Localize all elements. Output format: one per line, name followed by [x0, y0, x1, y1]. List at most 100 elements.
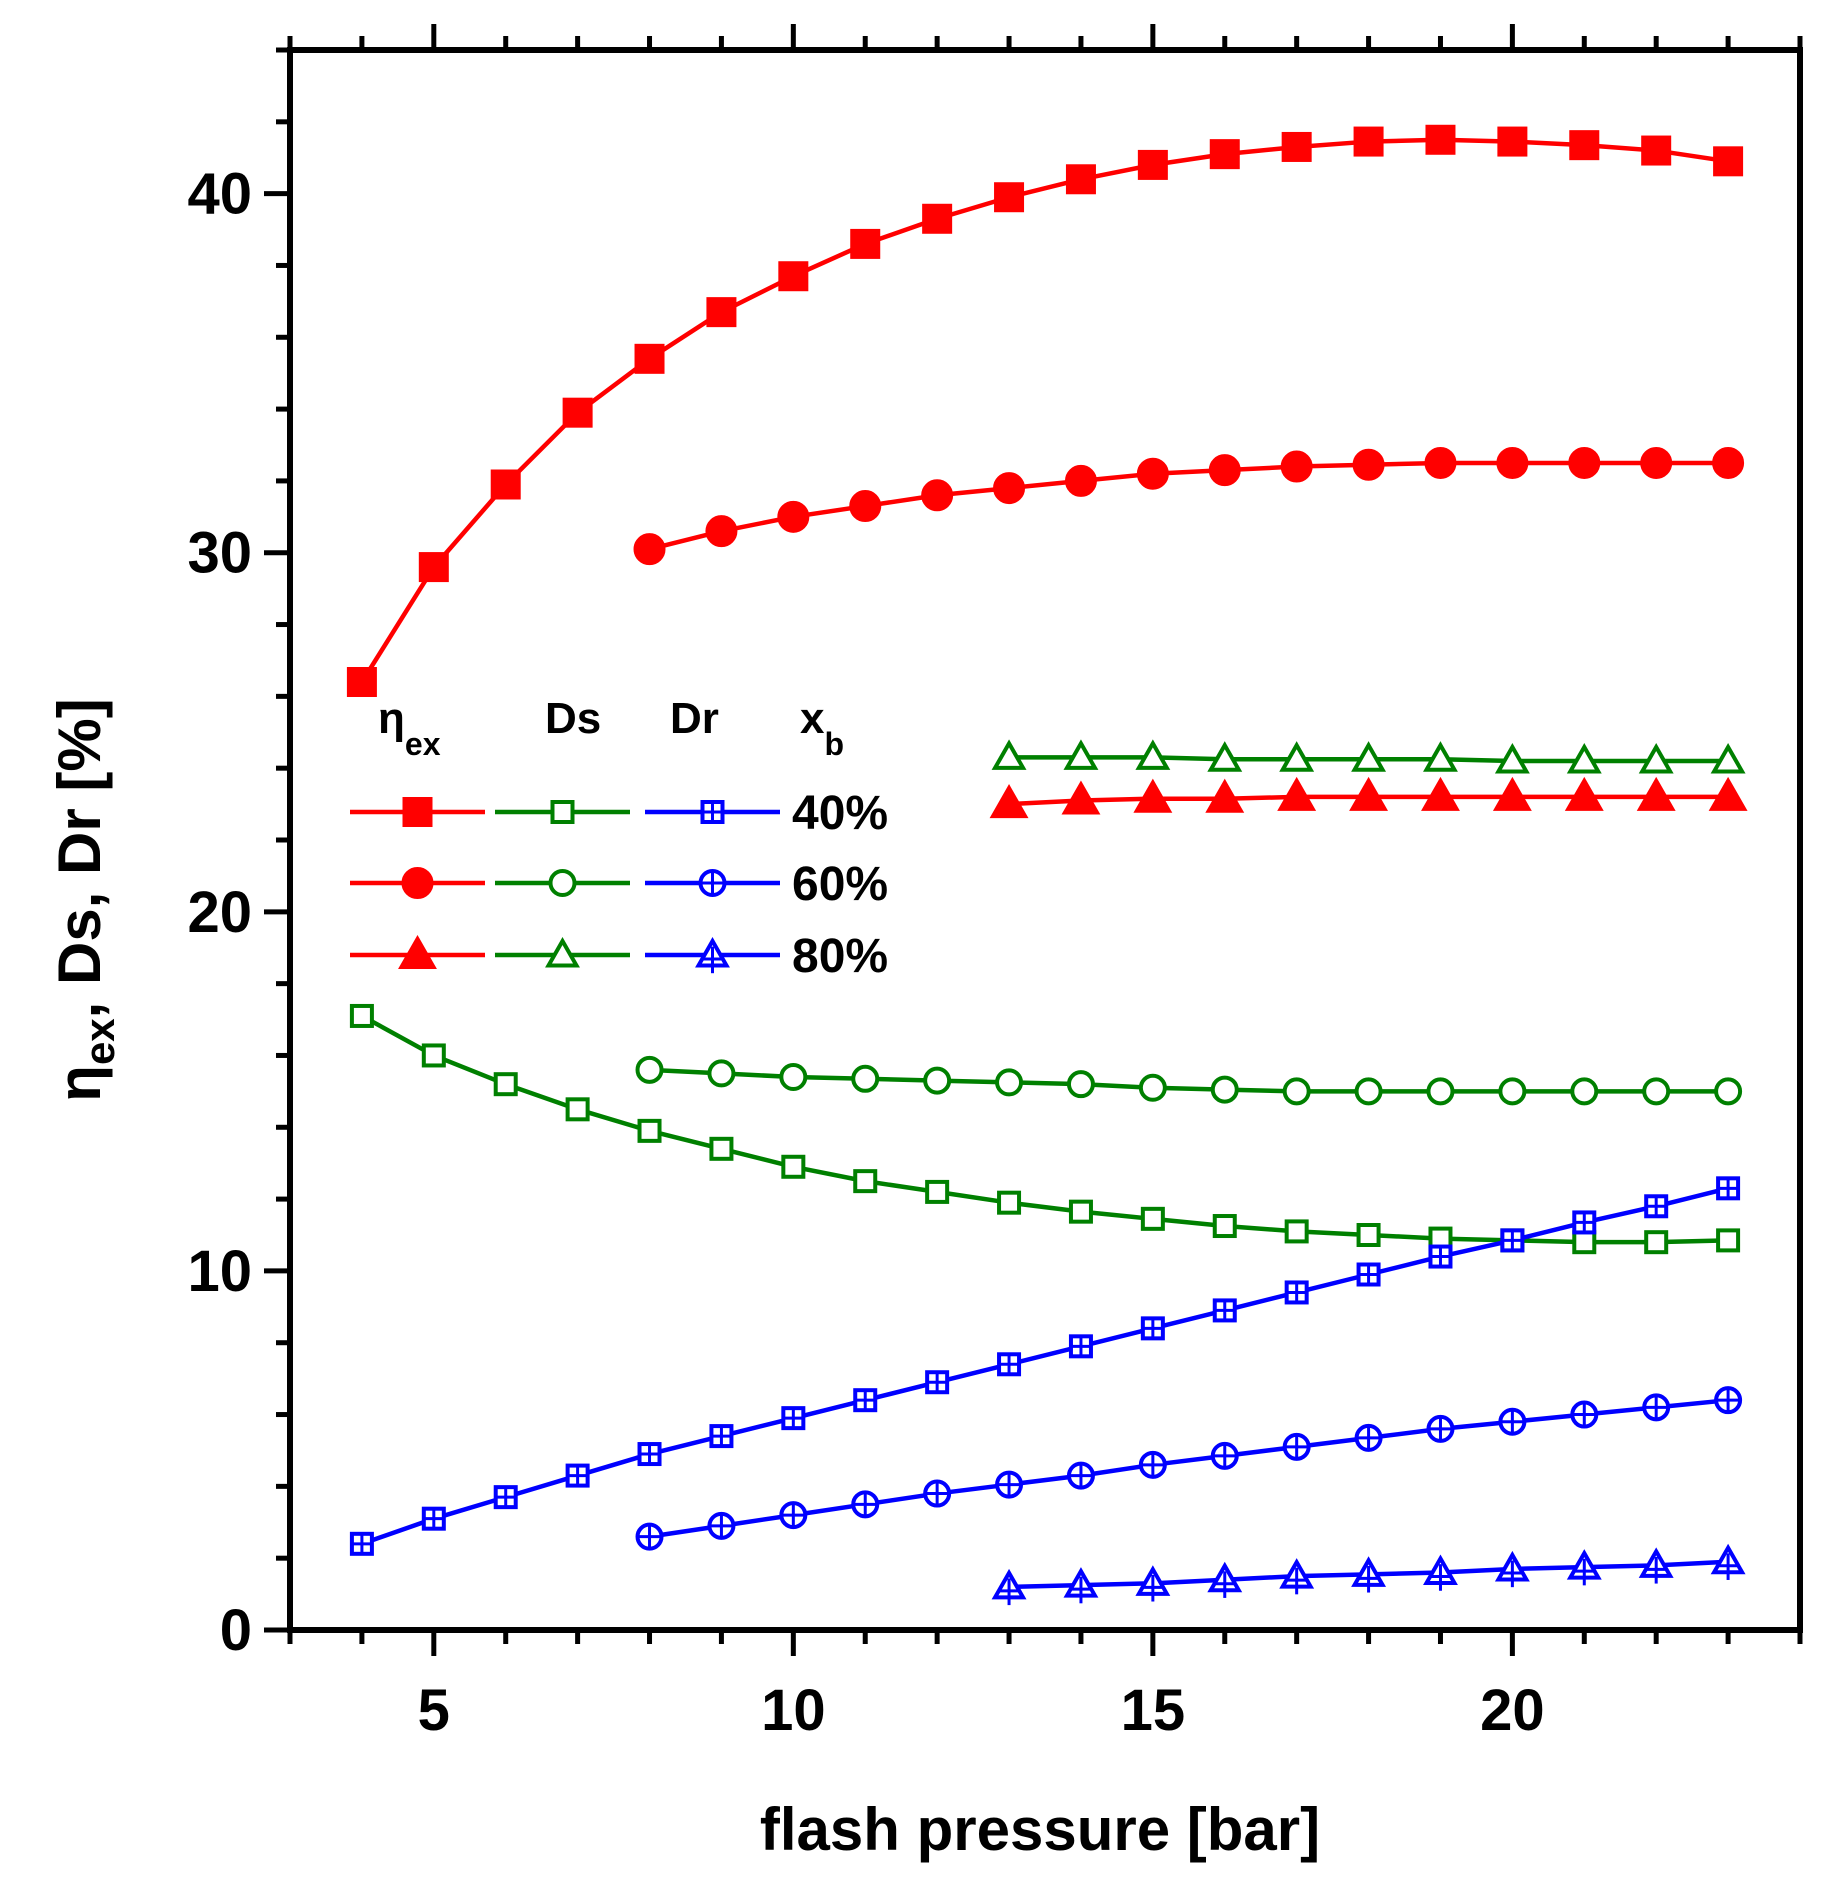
data-point-eta-60: [993, 472, 1026, 505]
data-point-ds-60: [1210, 1075, 1239, 1104]
data-point-eta-40: [1281, 131, 1312, 162]
data-point-ds-40: [1644, 1230, 1669, 1255]
legend-row-label: 60%: [792, 858, 888, 911]
data-point-ds-40: [637, 1118, 662, 1143]
data-point-eta-60: [921, 479, 954, 512]
legend-header: ηex: [378, 694, 441, 762]
x-tick-label: 10: [761, 1678, 826, 1743]
series-line-ds-60: [649, 1067, 1729, 1094]
data-point-ds-40: [493, 1072, 518, 1097]
data-point-eta-40: [1065, 164, 1096, 195]
data-point-eta-60: [1640, 446, 1673, 479]
data-point-eta-60: [705, 515, 738, 548]
data-point-eta-60: [1496, 446, 1529, 479]
data-point-eta-80: [1708, 776, 1748, 811]
legend-marker-eta: [402, 797, 433, 827]
data-point-ds-40: [421, 1043, 446, 1068]
data-point-eta-60: [1424, 446, 1457, 479]
data-point-eta-40: [1569, 130, 1600, 161]
data-point-ds-40: [853, 1169, 878, 1194]
series-ds-40: [349, 1003, 1741, 1255]
legend-row-label: 40%: [792, 787, 888, 840]
data-point-eta-40: [346, 667, 377, 697]
data-point-ds-40: [781, 1154, 806, 1179]
data-point-ds-80: [1207, 741, 1243, 772]
series-eta-60: [633, 446, 1745, 566]
data-point-eta-40: [1425, 124, 1456, 155]
data-point-ds-40: [709, 1136, 734, 1161]
series-eta-40: [346, 124, 1744, 697]
data-point-ds-60: [1642, 1077, 1671, 1106]
series-ds-80: [991, 739, 1746, 774]
data-point-eta-60: [1064, 464, 1097, 497]
series-line-eta-60: [648, 460, 1729, 552]
y-tick-label: 30: [187, 521, 252, 586]
data-point-eta-80: [1636, 776, 1676, 811]
series-dr-60: [635, 1386, 1743, 1551]
y-tick-label: 10: [187, 1239, 252, 1304]
legend-header: xb: [800, 694, 844, 762]
data-point-eta-40: [1353, 126, 1384, 157]
data-point-ds-40: [565, 1097, 590, 1122]
data-point-eta-80: [1277, 776, 1317, 811]
data-point-ds-40: [349, 1003, 374, 1028]
data-point-ds-60: [635, 1055, 664, 1084]
x-tick-label: 20: [1480, 1678, 1545, 1743]
legend-header: Dr: [670, 694, 719, 743]
y-title-rest: , Ds, Dr [%]: [46, 698, 113, 1018]
data-point-eta-60: [1280, 450, 1313, 483]
data-point-ds-60: [923, 1066, 952, 1095]
legend-header-sub: ex: [405, 726, 441, 762]
legend-row-label: 80%: [792, 930, 888, 983]
data-point-eta-60: [633, 533, 666, 566]
legend-marker-eta: [398, 934, 437, 969]
data-point-eta-60: [1352, 448, 1385, 481]
x-axis-title: flash pressure [bar]: [760, 1796, 1320, 1863]
legend-header-main: Ds: [545, 694, 601, 743]
data-point-ds-60: [1426, 1077, 1455, 1106]
series-ds-60: [635, 1055, 1743, 1106]
data-point-ds-40: [997, 1190, 1022, 1215]
series-line-dr-60: [649, 1397, 1729, 1539]
series-layer: [346, 124, 1748, 1606]
y-tick-label: 40: [187, 162, 252, 227]
y-tick-label: 0: [220, 1598, 252, 1663]
data-point-eta-40: [922, 203, 953, 234]
data-point-ds-60: [1066, 1070, 1095, 1099]
data-point-ds-40: [1140, 1206, 1165, 1231]
data-point-eta-60: [849, 490, 882, 523]
data-point-eta-80: [1133, 778, 1173, 813]
data-point-ds-60: [851, 1064, 880, 1093]
y-title-sub: ex: [76, 1018, 123, 1065]
data-point-ds-60: [1138, 1073, 1167, 1102]
data-point-eta-40: [850, 228, 881, 259]
legend-marker-eta: [401, 867, 434, 899]
legend-header: Ds: [545, 694, 601, 743]
data-point-ds-80: [991, 739, 1027, 770]
data-point-eta-80: [1492, 776, 1532, 811]
data-point-ds-60: [1354, 1077, 1383, 1106]
legend-header-main: η: [378, 694, 405, 743]
series-dr-40: [349, 1176, 1741, 1556]
data-point-ds-80: [1566, 742, 1602, 774]
data-point-ds-40: [1356, 1223, 1381, 1247]
legend-marker-ds: [550, 800, 575, 824]
data-point-ds-60: [1282, 1077, 1311, 1106]
x-tick-label: 15: [1121, 1678, 1186, 1743]
data-point-ds-80: [1063, 739, 1099, 770]
data-point-ds-40: [925, 1179, 950, 1204]
data-point-ds-60: [1570, 1077, 1599, 1106]
data-point-eta-40: [1137, 149, 1168, 180]
data-point-eta-40: [1209, 139, 1240, 170]
data-point-eta-80: [989, 784, 1029, 819]
data-point-ds-40: [1284, 1219, 1309, 1244]
data-point-eta-40: [634, 343, 665, 374]
data-point-ds-80: [1351, 741, 1387, 772]
data-point-ds-40: [1572, 1230, 1597, 1255]
data-point-eta-60: [1208, 454, 1241, 487]
data-point-ds-80: [1279, 741, 1315, 772]
axes: 5 10 15 20 0 10 20 30 40: [187, 24, 1803, 1743]
data-point-ds-80: [1494, 742, 1530, 774]
data-point-eta-80: [1061, 780, 1101, 815]
